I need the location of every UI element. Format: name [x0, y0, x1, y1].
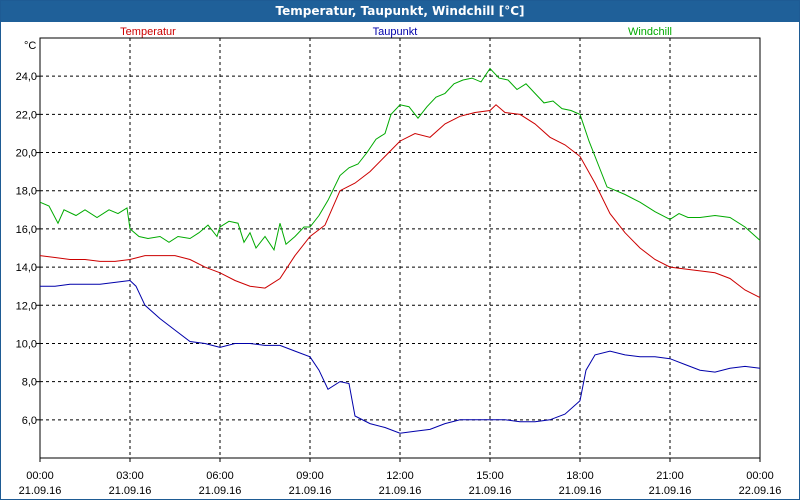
- y-tick-label: 10,0: [16, 338, 37, 350]
- x-tick-time-label: 00:00: [26, 470, 54, 482]
- series-line-windchill: [39, 67, 761, 252]
- y-tick-label: 18,0: [16, 186, 37, 198]
- legend-label-windchill: Windchill: [628, 26, 672, 38]
- y-tick-label: 16,0: [16, 224, 37, 236]
- x-tick-date-label: 21.09.16: [199, 485, 242, 497]
- x-tick-time-label: 18:00: [566, 470, 594, 482]
- x-tick-time-label: 06:00: [206, 470, 234, 482]
- x-tick-time-label: 15:00: [476, 470, 504, 482]
- y-tick-label: 20,0: [16, 148, 37, 160]
- x-tick-date-label: 22.09.16: [739, 485, 782, 497]
- series-line-taupunkt: [40, 279, 761, 434]
- y-tick-label: 14,0: [16, 262, 37, 274]
- x-tick-date-label: 21.09.16: [19, 485, 62, 497]
- series-lines: [39, 67, 761, 434]
- y-tick-label: 24,0: [16, 71, 37, 83]
- x-tick-date-label: 21.09.16: [649, 485, 692, 497]
- y-tick-label: 12,0: [16, 300, 37, 312]
- y-axis: 24,0 22,0 20,0 18,0 16,0 14,0 12,0 10,0 8,0 6,0: [16, 71, 40, 427]
- y-tick-label: 22,0: [16, 109, 37, 121]
- legend-label-taupunkt: Taupunkt: [373, 26, 418, 38]
- legend-label-temperatur: Temperatur: [120, 26, 176, 38]
- x-tick-date-label: 21.09.16: [379, 485, 422, 497]
- x-tick-time-label: 09:00: [296, 470, 324, 482]
- grid-lines: [40, 38, 760, 458]
- x-tick-date-label: 21.09.16: [469, 485, 512, 497]
- x-tick-time-label: 00:00: [746, 470, 774, 482]
- x-tick-date-label: 21.09.16: [109, 485, 152, 497]
- x-tick-date-label: 21.09.16: [559, 485, 602, 497]
- y-tick-label: 8,0: [22, 377, 37, 389]
- window-title: Temperatur, Taupunkt, Windchill [°C]: [1, 1, 799, 22]
- x-tick-time-label: 12:00: [386, 470, 414, 482]
- y-tick-label: 6,0: [22, 415, 37, 427]
- x-axis: 00:00 21.09.16 03:00 21.09.16 06:00 21.09.16 0…: [19, 458, 782, 497]
- x-tick-date-label: 21.09.16: [289, 485, 332, 497]
- x-tick-time-label: 03:00: [116, 470, 144, 482]
- legend: Temperatur Taupunkt Windchill: [120, 26, 672, 38]
- series-line-temperatur: [39, 104, 761, 299]
- y-axis-unit-label: °C: [24, 40, 36, 52]
- x-tick-time-label: 21:00: [656, 470, 684, 482]
